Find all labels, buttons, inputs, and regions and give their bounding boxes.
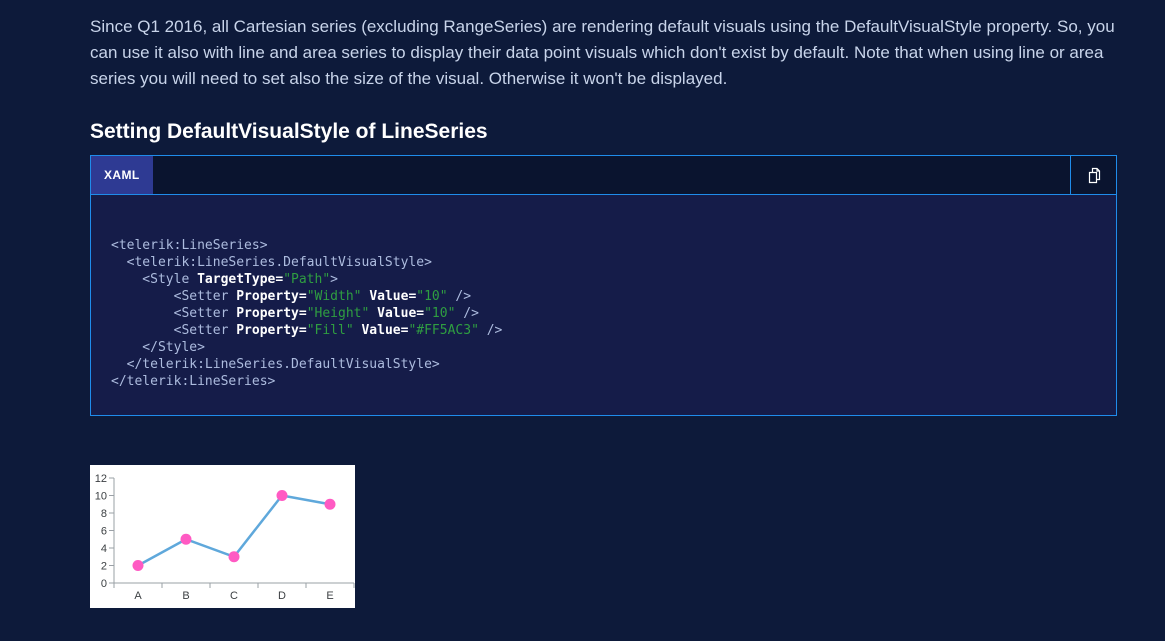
svg-text:12: 12	[95, 473, 107, 485]
code-line: <telerik:LineSeries.DefaultVisualStyle>	[111, 255, 432, 270]
copy-icon	[1088, 167, 1100, 183]
svg-text:10: 10	[95, 491, 107, 503]
code-line: </telerik:LineSeries.DefaultVisualStyle>	[111, 357, 440, 372]
code-block: XAML <telerik:LineSeries> <telerik:LineS…	[90, 155, 1117, 416]
section-heading: Setting DefaultVisualStyle of LineSeries	[90, 120, 488, 143]
code-tab-bar: XAML	[91, 156, 1116, 195]
code-line: <telerik:LineSeries>	[111, 238, 268, 253]
code-line: <Style TargetType="Path">	[111, 272, 338, 287]
svg-text:E: E	[326, 590, 333, 602]
svg-text:C: C	[230, 590, 238, 602]
code-line: <Setter Property="Width" Value="10" />	[111, 289, 472, 304]
svg-text:2: 2	[101, 561, 107, 573]
page-content: Since Q1 2016, all Cartesian series (exc…	[90, 17, 1117, 608]
intro-paragraph: Since Q1 2016, all Cartesian series (exc…	[90, 17, 1115, 88]
svg-text:8: 8	[101, 508, 107, 520]
code-line: </telerik:LineSeries>	[111, 374, 276, 389]
svg-text:4: 4	[101, 543, 107, 555]
svg-text:6: 6	[101, 526, 107, 538]
code-line: </Style>	[111, 340, 205, 355]
code-area: <telerik:LineSeries> <telerik:LineSeries…	[91, 195, 1116, 415]
copy-code-button[interactable]	[1070, 156, 1116, 194]
svg-text:A: A	[134, 590, 142, 602]
code-line: <Setter Property="Fill" Value="#FF5AC3" …	[111, 323, 503, 338]
svg-text:0: 0	[101, 578, 107, 590]
tab-xaml[interactable]: XAML	[91, 156, 153, 194]
line-chart: 0 2 4 6 8 10 12 A B C D E	[90, 465, 355, 608]
svg-text:B: B	[182, 590, 189, 602]
code-line: <Setter Property="Height" Value="10" />	[111, 306, 479, 321]
svg-text:D: D	[278, 590, 286, 602]
chart-panel: 0 2 4 6 8 10 12 A B C D E	[90, 465, 355, 608]
tab-bar-spacer	[153, 156, 1070, 194]
